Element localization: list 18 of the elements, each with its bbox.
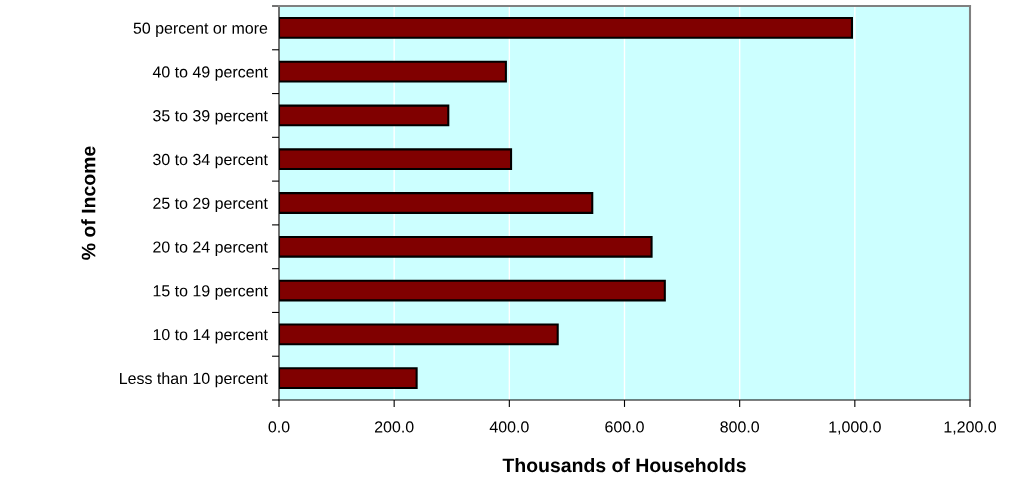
y-tick-label: 40 to 49 percent bbox=[152, 66, 268, 81]
y-tick-label: 10 to 14 percent bbox=[153, 328, 268, 344]
y-tick-label: 50 percent or more bbox=[133, 22, 268, 37]
y-tick-label: Less than 10 percent bbox=[120, 372, 268, 388]
x-tick-label: 400.0 bbox=[489, 421, 529, 433]
x-axis-title: Thousands of Households bbox=[502, 457, 746, 473]
x-tick-label: 200.0 bbox=[374, 421, 414, 433]
y-tick-label: 30 to 34 percent bbox=[153, 153, 268, 169]
x-tick-label: 800.0 bbox=[720, 421, 760, 433]
x-tick-label: 1,200.0 bbox=[944, 421, 997, 435]
y-tick-label: 15 to 19 percent bbox=[153, 285, 268, 300]
y-tick-label: 20 to 24 percent bbox=[153, 241, 268, 256]
x-tick-label: 1,000.0 bbox=[829, 421, 881, 435]
x-tick-label: 0.0 bbox=[268, 421, 290, 433]
y-tick-label: 25 to 29 percent bbox=[153, 197, 268, 213]
x-tick-label: 600.0 bbox=[605, 421, 644, 433]
y-axis-title: % of Income bbox=[81, 146, 96, 260]
y-tick-label: 35 to 39 percent bbox=[153, 110, 268, 125]
